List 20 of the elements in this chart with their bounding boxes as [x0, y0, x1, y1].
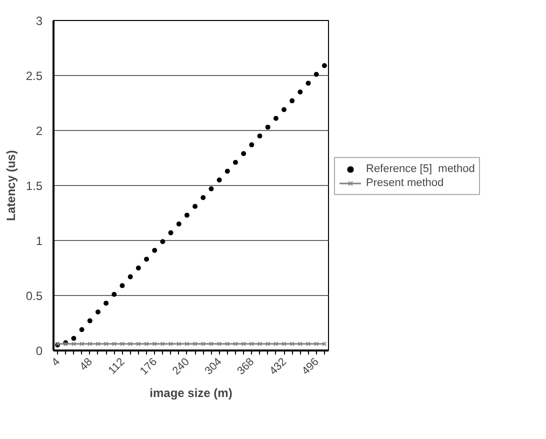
- x-tick-label: 368: [235, 356, 257, 378]
- legend-label: Reference [5] method: [366, 162, 475, 176]
- y-tick-label: 2: [36, 124, 43, 138]
- x-axis-title: image size (m): [150, 386, 232, 400]
- y-tick-label: 2.5: [26, 69, 43, 83]
- x-tick-label: 48: [78, 356, 95, 374]
- x-tick-label: 304: [202, 356, 224, 378]
- y-tick-label: 3: [36, 14, 43, 28]
- x-tick-label: 112: [106, 356, 128, 377]
- x-tick-label: 496: [300, 356, 322, 378]
- x-tick-label: 4: [50, 356, 62, 369]
- x-tick-label: 240: [170, 356, 192, 378]
- y-tick-label: 0.5: [26, 289, 43, 303]
- y-tick-label: 1.5: [26, 179, 43, 193]
- y-axis-title: Latency (us): [4, 150, 18, 221]
- x-tick-label: 176: [138, 356, 160, 378]
- y-tick-label: 0: [36, 344, 43, 358]
- y-tick-label: 1: [36, 234, 43, 248]
- x-tick-label: 432: [268, 356, 289, 378]
- legend-label: Present method: [366, 176, 444, 190]
